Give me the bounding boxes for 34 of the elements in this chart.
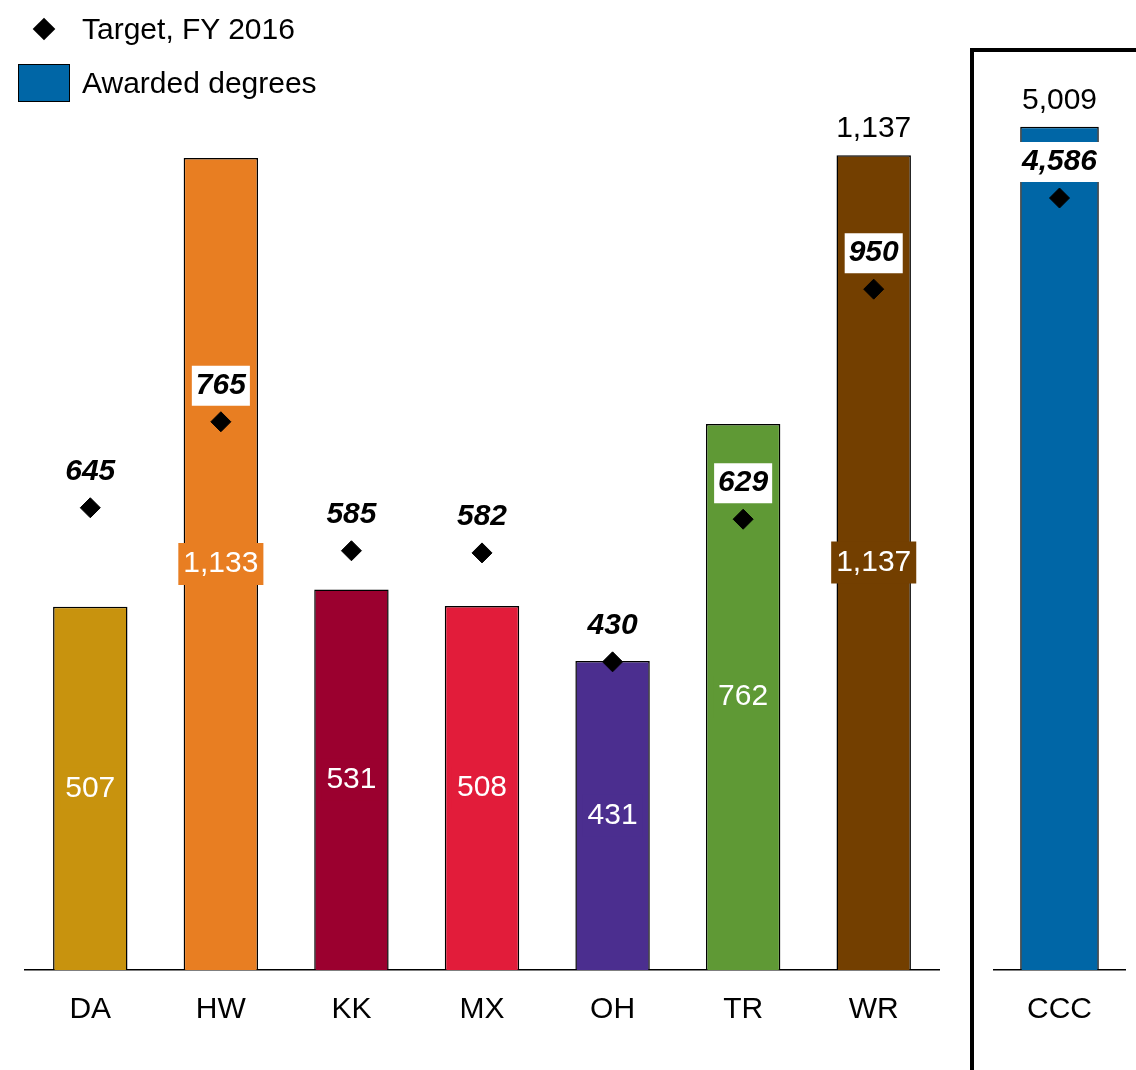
data-label: 430 <box>586 607 638 641</box>
data-label: 1,133 <box>183 545 259 579</box>
x-tick-label: KK <box>331 991 372 1025</box>
data-label: 431 <box>587 796 638 830</box>
data-label: 531 <box>326 760 377 794</box>
data-label: 629 <box>718 464 769 498</box>
data-label: 1,137 <box>836 543 912 577</box>
data-label: 4,586 <box>1020 143 1098 177</box>
x-tick-label: HW <box>195 991 247 1025</box>
total-label: 1,137 <box>836 110 912 144</box>
x-tick-label: CCC <box>1027 991 1092 1025</box>
x-tick-label: OH <box>590 991 636 1025</box>
point <box>602 651 624 673</box>
x-tick-label: DA <box>69 991 112 1025</box>
data-label: 645 <box>65 453 117 487</box>
x-tick-label: MX <box>459 991 505 1025</box>
data-label: 508 <box>456 769 508 803</box>
data-label: 585 <box>326 496 378 530</box>
x-tick-label: TR <box>723 991 764 1025</box>
data-label: 5,009 <box>1021 82 1098 116</box>
point <box>471 542 493 564</box>
point <box>732 508 754 530</box>
point <box>210 411 232 433</box>
point <box>79 497 101 519</box>
data-label: 950 <box>848 234 900 268</box>
data-label: 762 <box>718 678 769 712</box>
text: Awarded degrees <box>82 65 317 101</box>
point <box>340 540 362 562</box>
data-label: 582 <box>456 498 508 532</box>
point <box>863 278 885 300</box>
legend-label: Target, FY 2016 <box>82 11 295 47</box>
x-tick-label: WR <box>848 991 899 1025</box>
data-label: 507 <box>65 769 116 803</box>
data-label: 765 <box>195 367 248 401</box>
